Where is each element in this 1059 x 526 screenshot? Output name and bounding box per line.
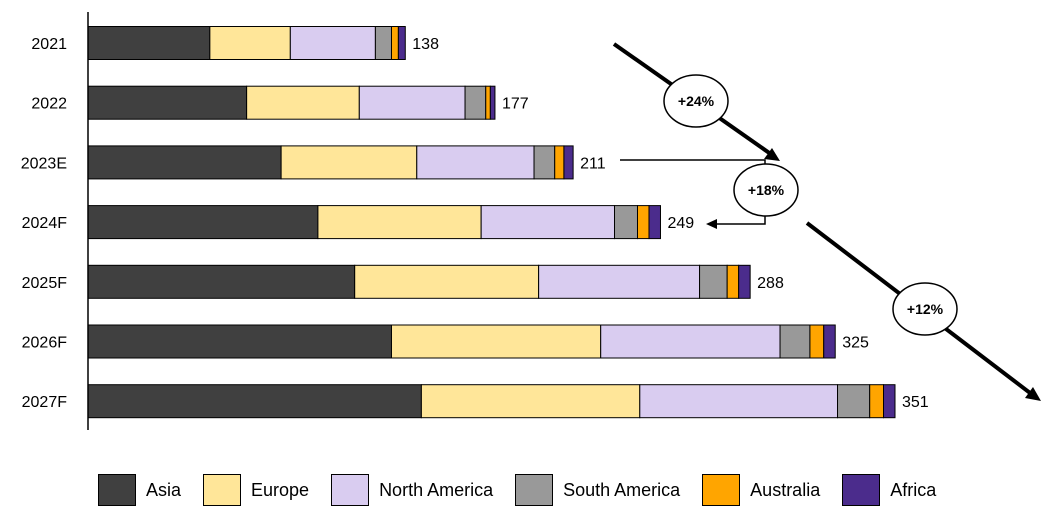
bar-segment-africa [397, 26, 406, 60]
bar-segment-north-america [480, 205, 616, 240]
growth-label-1: +24% [678, 93, 715, 109]
bar-segment-africa [883, 384, 896, 419]
legend-swatch [331, 474, 370, 506]
bar-segment-africa [563, 145, 574, 180]
legend-item: South America [515, 474, 680, 506]
category-label: 2027F [22, 394, 68, 411]
bar-segment-africa [738, 264, 751, 299]
growth-annotations: +24% +18% +12% [612, 42, 1041, 401]
bar-segment-asia [87, 85, 248, 120]
legend-label: Asia [146, 479, 182, 500]
legend-item: Asia [98, 474, 181, 506]
growth-bracket-2-head [706, 219, 717, 229]
bar-segment-australia [809, 324, 825, 359]
bar-segment-europe [209, 26, 291, 60]
legend-swatch [203, 474, 242, 506]
bar-segment-south-america [837, 384, 871, 419]
category-label: 2024F [22, 215, 68, 232]
bar-segment-asia [87, 26, 211, 60]
legend-label: North America [379, 479, 494, 500]
bar-segment-asia [87, 264, 356, 299]
legend-item: Europe [203, 474, 309, 506]
legend-swatch [842, 474, 881, 506]
bar-segment-australia [869, 384, 885, 419]
bar-segment-asia [87, 205, 319, 240]
bar-segment-south-america [533, 145, 556, 180]
growth-bubble-2 [733, 163, 799, 217]
bar-segment-australia [554, 145, 565, 180]
category-label: 2021 [31, 36, 67, 53]
growth-arrow-3-head [1025, 387, 1041, 401]
bar-segment-south-america [699, 264, 728, 299]
bar-segment-australia [636, 205, 650, 240]
bar-segment-asia [87, 324, 392, 359]
bar-segment-north-america [639, 384, 839, 419]
category-label: 2022 [31, 96, 67, 113]
total-label: 325 [842, 335, 869, 352]
bar-segment-north-america [289, 26, 376, 60]
bar-segment-europe [354, 264, 540, 299]
bar-segment-australia [485, 85, 491, 120]
legend-item: North America [331, 474, 493, 506]
bar-segment-north-america [416, 145, 535, 180]
total-label: 177 [502, 96, 529, 113]
bar-segment-south-america [614, 205, 638, 240]
bar-segment-europe [390, 324, 602, 359]
bar-segment-africa [489, 85, 496, 120]
legend-swatch [515, 474, 554, 506]
bars-group: 2021 138 2022 177 2023E 211 2024F 249 2025F 288 20… [21, 26, 929, 419]
legend-label: Australia [750, 479, 821, 500]
bar-segment-europe [280, 145, 418, 180]
bar-segment-africa [823, 324, 836, 359]
bar-segment-south-america [374, 26, 392, 60]
total-label: 351 [902, 394, 929, 411]
category-label: 2025F [22, 275, 68, 292]
total-label: 211 [580, 155, 606, 172]
legend-swatch [98, 474, 136, 506]
growth-arrow-1-head [764, 148, 780, 161]
legend-label: Europe [251, 479, 310, 500]
legend-item: Australia [702, 474, 820, 506]
growth-bubble-3 [892, 282, 958, 336]
bar-segment-europe [317, 205, 482, 240]
bar-segment-north-america [538, 264, 701, 299]
legend-item: Africa [842, 474, 936, 506]
category-label: 2026F [22, 335, 68, 352]
bar-segment-australia [390, 26, 399, 60]
total-label: 138 [412, 36, 439, 53]
bar-segment-asia [87, 145, 282, 180]
category-label: 2023E [21, 155, 67, 172]
growth-bubble-1 [663, 74, 729, 128]
bar-segment-asia [87, 384, 422, 419]
legend-label: South America [563, 479, 681, 500]
bar-segment-australia [726, 264, 740, 299]
legend-label: Africa [890, 479, 937, 500]
bar-segment-north-america [358, 85, 466, 120]
legend-swatch [702, 474, 741, 506]
total-label: 249 [667, 215, 694, 232]
growth-label-2: +18% [748, 182, 785, 198]
bar-segment-north-america [600, 324, 781, 359]
total-label: 288 [757, 275, 784, 292]
bar-segment-south-america [464, 85, 487, 120]
growth-label-3: +12% [907, 301, 944, 317]
bar-segment-south-america [779, 324, 811, 359]
bar-segment-europe [246, 85, 360, 120]
bar-segment-europe [420, 384, 641, 419]
legend: Asia Europe North America South America Aust… [98, 470, 958, 510]
bar-segment-africa [648, 205, 661, 240]
